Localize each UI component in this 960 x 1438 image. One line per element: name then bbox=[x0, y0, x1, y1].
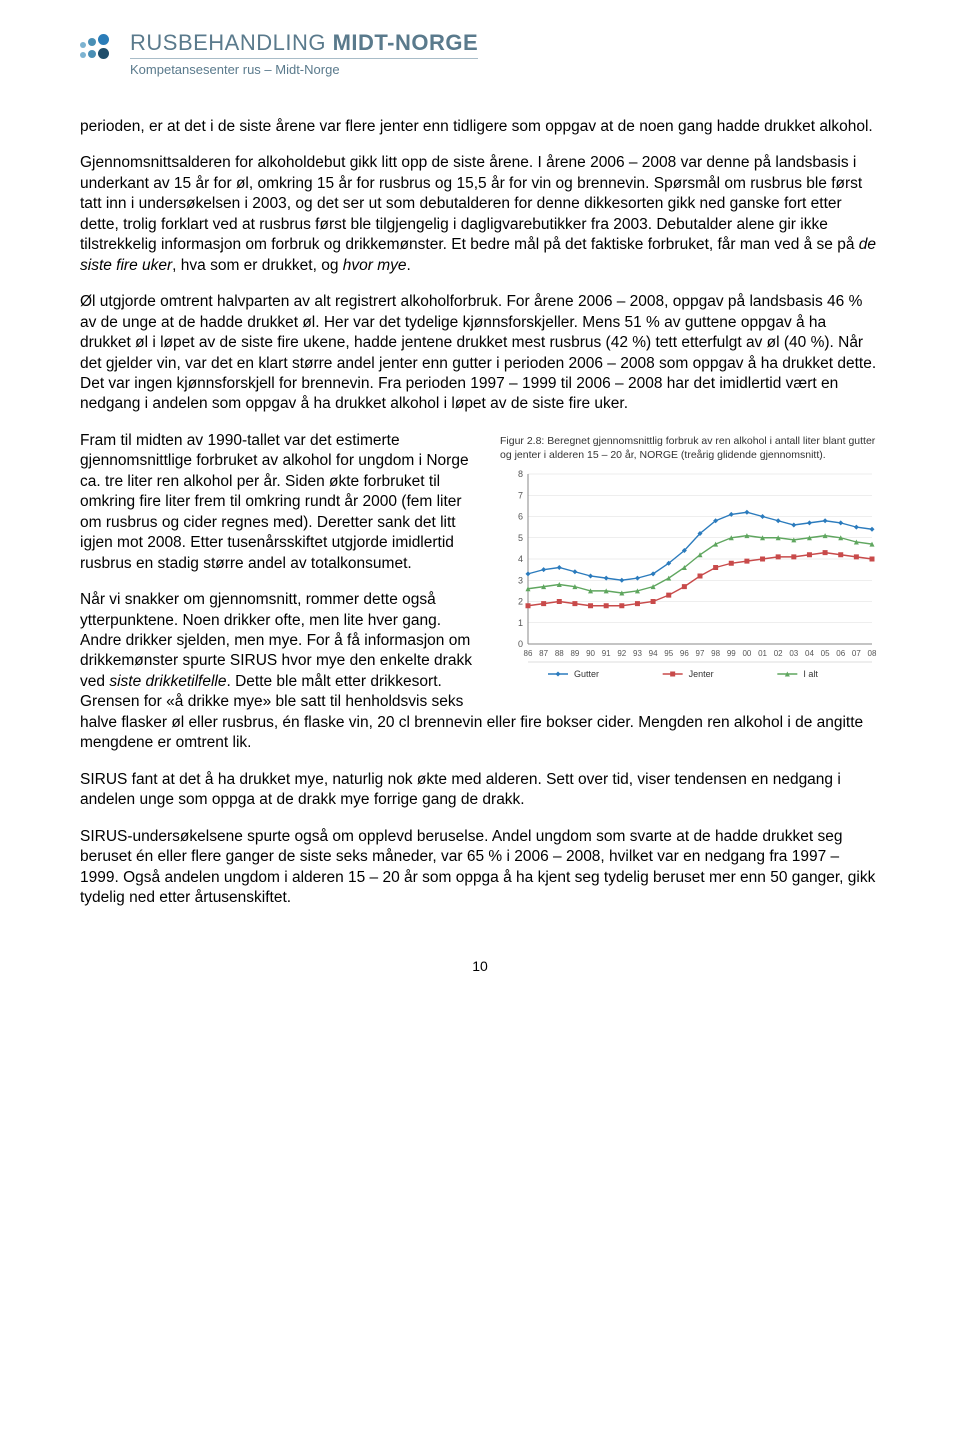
svg-text:6: 6 bbox=[518, 512, 523, 522]
svg-text:86: 86 bbox=[524, 649, 533, 658]
paragraph: perioden, er at det i de siste årene var… bbox=[80, 117, 880, 137]
svg-text:97: 97 bbox=[696, 649, 705, 658]
chart-caption: Figur 2.8: Beregnet gjennomsnittlig forb… bbox=[500, 435, 880, 462]
svg-text:Jenter: Jenter bbox=[689, 669, 714, 679]
svg-text:03: 03 bbox=[789, 649, 798, 658]
svg-text:87: 87 bbox=[539, 649, 548, 658]
svg-text:88: 88 bbox=[555, 649, 564, 658]
svg-text:2: 2 bbox=[518, 597, 523, 607]
svg-text:1: 1 bbox=[518, 618, 523, 628]
svg-text:89: 89 bbox=[570, 649, 579, 658]
svg-text:Gutter: Gutter bbox=[574, 669, 599, 679]
svg-text:I alt: I alt bbox=[803, 669, 818, 679]
page-header: RUSBEHANDLING MIDT-NORGE Kompetansesente… bbox=[80, 30, 880, 77]
svg-text:04: 04 bbox=[805, 649, 814, 658]
svg-text:98: 98 bbox=[711, 649, 720, 658]
svg-text:92: 92 bbox=[617, 649, 626, 658]
svg-text:91: 91 bbox=[602, 649, 611, 658]
svg-text:96: 96 bbox=[680, 649, 689, 658]
org-title-bold: MIDT-NORGE bbox=[333, 30, 479, 55]
svg-text:02: 02 bbox=[774, 649, 783, 658]
svg-text:07: 07 bbox=[852, 649, 861, 658]
org-title: RUSBEHANDLING MIDT-NORGE bbox=[130, 30, 478, 56]
org-subtitle: Kompetansesenter rus – Midt-Norge bbox=[130, 58, 478, 77]
figure-2-8: Figur 2.8: Beregnet gjennomsnittlig forb… bbox=[500, 435, 880, 691]
line-chart: 0123456788687888990919293949596979899000… bbox=[500, 466, 880, 686]
svg-text:8: 8 bbox=[518, 469, 523, 479]
paragraph: SIRUS-undersøkelsene spurte også om oppl… bbox=[80, 827, 880, 909]
page-number: 10 bbox=[80, 958, 880, 974]
org-title-prefix: RUSBEHANDLING bbox=[130, 30, 333, 55]
svg-text:00: 00 bbox=[742, 649, 751, 658]
svg-text:94: 94 bbox=[649, 649, 658, 658]
svg-text:7: 7 bbox=[518, 490, 523, 500]
svg-text:06: 06 bbox=[836, 649, 845, 658]
svg-text:4: 4 bbox=[518, 554, 523, 564]
svg-text:01: 01 bbox=[758, 649, 767, 658]
svg-text:5: 5 bbox=[518, 533, 523, 543]
paragraph: Øl utgjorde omtrent halvparten av alt re… bbox=[80, 292, 880, 415]
svg-text:99: 99 bbox=[727, 649, 736, 658]
paragraph: Gjennomsnittsalderen for alkoholdebut gi… bbox=[80, 153, 880, 276]
body-content: perioden, er at det i de siste årene var… bbox=[80, 117, 880, 908]
svg-text:0: 0 bbox=[518, 639, 523, 649]
logo-icon bbox=[80, 32, 120, 62]
svg-text:05: 05 bbox=[821, 649, 830, 658]
svg-text:93: 93 bbox=[633, 649, 642, 658]
svg-text:95: 95 bbox=[664, 649, 673, 658]
svg-text:3: 3 bbox=[518, 575, 523, 585]
paragraph: SIRUS fant at det å ha drukket mye, natu… bbox=[80, 770, 880, 811]
svg-text:08: 08 bbox=[868, 649, 877, 658]
svg-text:90: 90 bbox=[586, 649, 595, 658]
